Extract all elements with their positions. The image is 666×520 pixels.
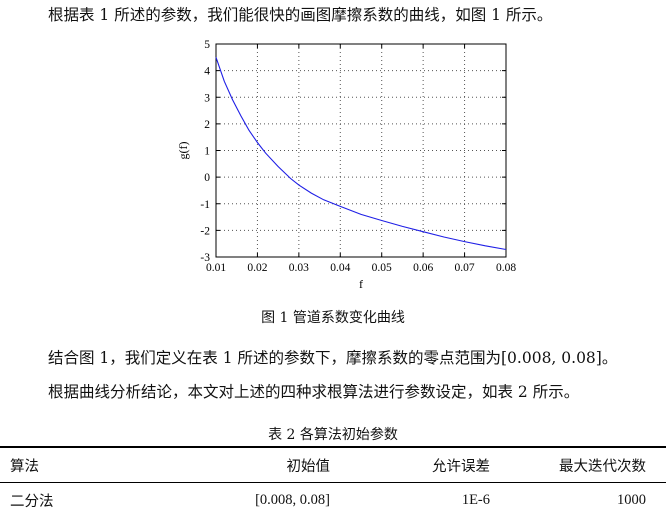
y-tick-label: 4 bbox=[204, 66, 210, 78]
header-max-iterations: 最大迭代次数 bbox=[559, 458, 646, 475]
zero-range-paragraph: 结合图 1，我们定义在表 1 所述的参数下，摩擦系数的零点范围为[0.008, … bbox=[48, 349, 618, 367]
intro-paragraph: 根据表 1 所述的参数，我们能很快的画图摩擦系数的曲线，如图 1 所示。 bbox=[48, 6, 553, 24]
x-tick-label: 0.06 bbox=[413, 262, 433, 274]
x-tick-label: 0.05 bbox=[372, 262, 392, 274]
x-tick-label: 0.04 bbox=[330, 262, 350, 274]
series-line-0 bbox=[215, 57, 507, 251]
x-axis-label: f bbox=[359, 277, 363, 291]
table-header-row: 算法 初始值 允许误差 最大迭代次数 bbox=[0, 447, 666, 483]
header-initial-value: 初始值 bbox=[286, 458, 331, 475]
x-tick-label: 0.02 bbox=[247, 262, 267, 274]
y-tick-label: -1 bbox=[200, 199, 210, 211]
cell-algorithm: 二分法 bbox=[10, 493, 54, 510]
x-tick-label: 0.08 bbox=[496, 262, 516, 274]
figure-caption: 图 1 管道系数变化曲线 bbox=[261, 310, 405, 326]
table-row: 二分法 [0.008, 0.08] 1E-6 1000 bbox=[0, 483, 666, 518]
y-tick-label: 2 bbox=[204, 119, 210, 131]
friction-curve-chart: 0.01 0.02 0.03 0.04 0.05 0.06 0.07 0.08 5 4 3 2 1 0 -1… bbox=[176, 39, 516, 291]
table-caption: 表 2 各算法初始参数 bbox=[268, 427, 398, 443]
y-tick-label: 1 bbox=[204, 146, 210, 158]
header-algorithm: 算法 bbox=[10, 458, 39, 475]
x-tick-label: 0.01 bbox=[206, 262, 226, 274]
y-tick-label: 5 bbox=[204, 39, 210, 51]
y-tick-label: -3 bbox=[200, 252, 210, 264]
y-tick-label: -2 bbox=[200, 225, 210, 237]
x-tick-label: 0.03 bbox=[289, 262, 309, 274]
figure-1: 0.01 0.02 0.03 0.04 0.05 0.06 0.07 0.08 5 4 3 2 1 0 -1… bbox=[0, 30, 666, 330]
cell-max-iterations: 1000 bbox=[617, 491, 646, 508]
x-tick-label: 0.07 bbox=[455, 262, 475, 274]
algorithm-parameter-table: 算法 初始值 允许误差 最大迭代次数 二分法 [0.008, 0.08] 1E-… bbox=[0, 446, 666, 517]
parameter-setting-paragraph: 根据曲线分析结论，本文对上述的四种求根算法进行参数设定，如表 2 所示。 bbox=[48, 383, 580, 401]
cell-initial-value: [0.008, 0.08] bbox=[255, 491, 330, 508]
y-tick-label: 3 bbox=[204, 92, 210, 104]
header-tolerance: 允许误差 bbox=[432, 458, 490, 475]
y-axis-label: g(f) bbox=[176, 142, 190, 160]
y-tick-label: 0 bbox=[204, 172, 210, 184]
cell-tolerance: 1E-6 bbox=[461, 491, 490, 508]
